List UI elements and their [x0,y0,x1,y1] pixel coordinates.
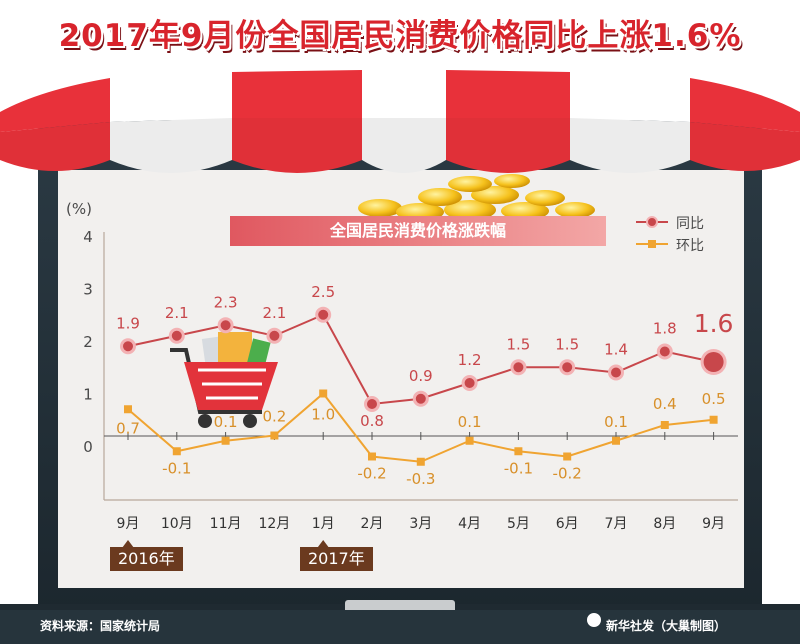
xinhua-logo-icon [585,611,603,629]
data-point-mom [270,431,279,440]
data-point-yoy [562,362,573,373]
y-tick-label: 0 [83,438,93,456]
x-tick-label: 4月 [458,516,481,532]
x-tick-label: 9月 [702,516,725,532]
data-label-mom: -0.2 [553,465,582,483]
y-tick-label: 2 [83,333,93,351]
year-tag-2016: 2016年 [110,547,183,571]
data-point-mom [465,436,474,445]
data-label-yoy: 1.5 [506,335,530,353]
data-point-yoy [171,330,182,341]
year-marker-arrow [317,540,330,548]
data-label-yoy: 1.9 [116,314,140,332]
data-label-yoy: 1.2 [458,351,482,369]
data-label-yoy: 1.5 [555,335,579,353]
data-label-mom: -0.3 [406,470,435,488]
data-point-yoy [415,393,426,404]
x-tick-label: 11月 [210,516,242,532]
data-label-yoy: 1.6 [694,309,734,338]
legend-label-yoy: 同比 [676,216,704,232]
x-tick-label: 12月 [258,516,290,532]
data-label-mom: 0.2 [262,408,286,426]
data-point-mom [124,405,132,414]
data-label-mom: 0.4 [653,395,677,413]
data-point-yoy [123,341,133,352]
x-tick-label: 9月 [117,516,140,532]
data-label-yoy: 1.8 [653,320,677,338]
data-point-yoy [703,352,724,372]
data-point-mom [416,457,425,466]
y-tick-label: 1 [83,386,93,404]
data-label-mom: 0.1 [458,413,482,431]
year-tag-2017: 2017年 [300,547,373,571]
x-tick-label: 5月 [507,516,530,532]
credit-note: 新华社发（大巢制图） [606,619,727,633]
data-point-mom [221,436,230,445]
legend-label-mom: 环比 [676,238,704,254]
data-label-mom: 0.7 [116,419,140,437]
x-tick-label: 1月 [312,516,335,532]
chart-title: 全国居民消费价格涨跌幅 [230,216,606,246]
data-point-yoy [269,330,280,341]
x-tick-label: 8月 [653,516,676,532]
data-label-yoy: 0.9 [409,367,433,385]
data-label-mom: 0.1 [214,413,238,431]
chart-marks: 4 3 2 1 0 9月 10月 11月 12月 1月 2月 3月 4月 5月 6月 7月 8月 9月 1.9 2.1… [83,228,733,548]
x-tick-label: 3月 [409,516,432,532]
x-tick-label: 10月 [161,516,193,532]
data-label-mom: -0.1 [504,459,533,477]
data-point-yoy [464,378,475,388]
data-point-yoy [367,399,377,409]
y-tick-label: 4 [83,228,93,246]
data-label-mom: 0.1 [604,413,628,431]
source-note: 资料来源：国家统计局 [40,619,161,633]
y-axis-unit: (%) [66,200,92,218]
x-tick-label: 6月 [556,516,579,532]
data-point-yoy [318,309,329,320]
awning [0,70,800,173]
y-tick-label: 3 [83,281,93,299]
headline: 2017年9月份全国居民消费价格同比上涨1.6% [58,18,742,54]
data-label-mom: -0.2 [357,465,386,483]
data-point-yoy [659,346,670,357]
data-label-yoy: 2.1 [165,304,189,322]
data-label-mom: -0.1 [162,459,191,477]
data-point-yoy [513,362,524,373]
data-point-mom [514,447,523,456]
x-tick-label: 2月 [361,516,384,532]
data-point-mom [660,421,669,429]
data-label-yoy: 2.3 [214,293,238,311]
data-point-mom [368,452,376,461]
data-point-yoy [611,367,621,378]
data-label-yoy: 1.4 [604,341,628,359]
shopping-cart-icon [170,332,278,428]
data-label-yoy: 2.5 [311,283,335,301]
data-point-mom [563,452,572,461]
x-tick-label: 7月 [605,516,628,532]
data-point-mom [612,436,620,445]
year-marker-arrow [122,540,134,548]
data-point-mom [172,447,181,456]
data-label-mom: 0.5 [702,390,726,408]
legend [636,216,668,248]
data-point-mom [319,389,328,398]
data-label-yoy: 2.1 [262,304,286,322]
data-label-mom: 1.0 [311,406,335,424]
data-point-mom [709,415,718,424]
data-label-yoy: 0.8 [360,412,384,430]
data-point-yoy [220,320,231,331]
